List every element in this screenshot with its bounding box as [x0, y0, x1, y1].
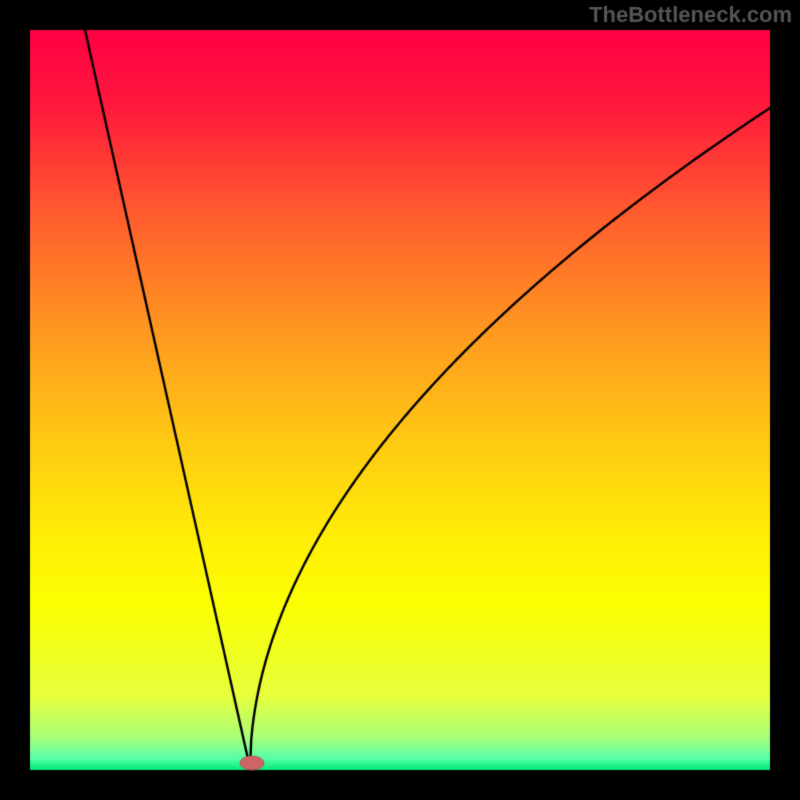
bottleneck-chart	[0, 0, 800, 800]
